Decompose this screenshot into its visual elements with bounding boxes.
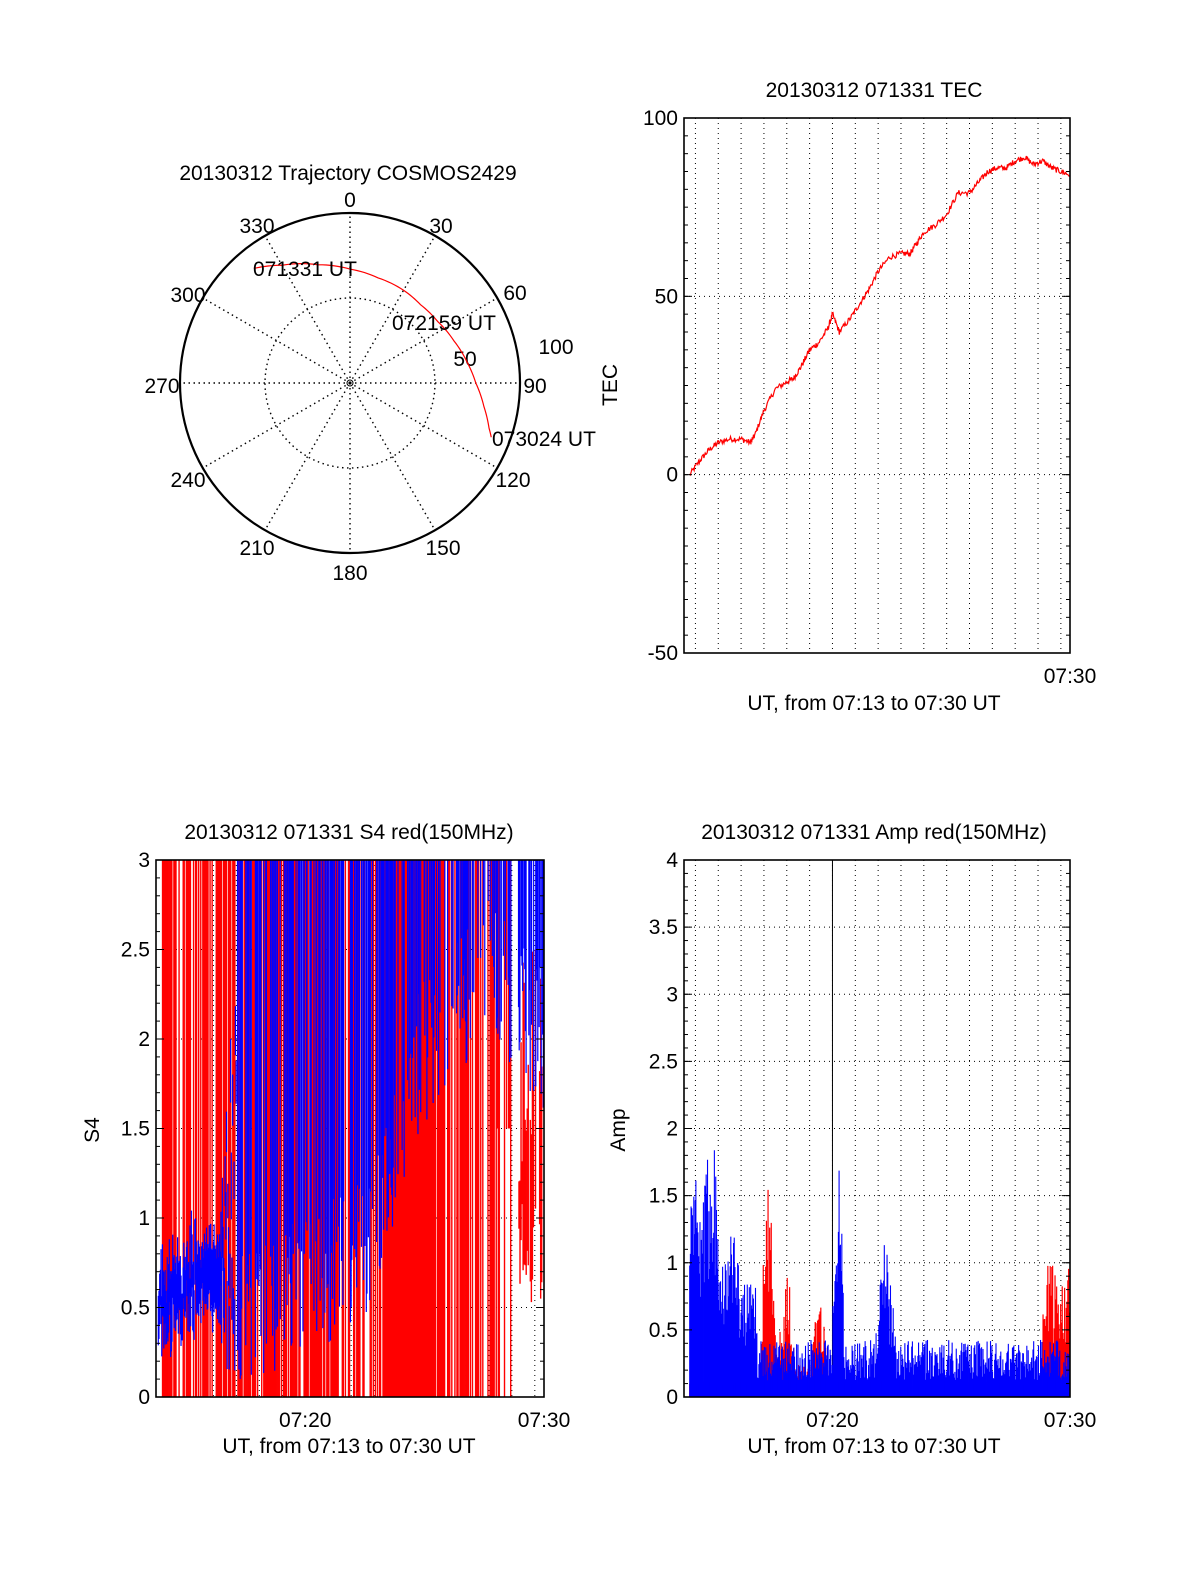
y-tick-label: 3.5 xyxy=(649,916,678,939)
tec-line xyxy=(689,155,1071,477)
tec-xlabel: UT, from 07:13 to 07:30 UT xyxy=(747,692,1000,715)
tec-series xyxy=(689,155,1071,477)
tec-grid xyxy=(684,118,1070,653)
polar-center xyxy=(346,379,354,387)
trajectory-annotations: 071331 UT 072159 UT 073024 UT xyxy=(253,258,596,451)
trajectory-title: 20130312 Trajectory COSMOS2429 xyxy=(179,162,516,185)
azimuth-label: 270 xyxy=(144,375,179,398)
x-tick-label: 07:30 xyxy=(518,1409,571,1432)
tec-title: 20130312 071331 TEC xyxy=(766,79,983,102)
s4-axes: 0 0.5 1 1.5 2 2.5 3 07:20 07:30 xyxy=(121,849,570,1432)
polar-spoke xyxy=(349,382,436,531)
y-tick-label: 4 xyxy=(666,849,678,872)
x-tick-label: 07:30 xyxy=(1044,1409,1097,1432)
s4-chart: 20130312 071331 S4 red(150MHz) 0 0.5 1 1.5 2… xyxy=(81,821,570,1458)
y-tick-label: 2.5 xyxy=(649,1050,678,1073)
amp-series xyxy=(689,1150,1071,1397)
plot-frame xyxy=(683,117,1071,654)
trajectory-polar-plot: 20130312 Trajectory COSMOS2429 0 30 60 90 12… xyxy=(144,162,596,585)
y-tick-label: 100 xyxy=(643,107,678,130)
polar-outer-ring xyxy=(178,211,522,555)
x-tick-label: 07:20 xyxy=(279,1409,332,1432)
azimuth-label: 240 xyxy=(170,469,205,492)
y-tick-label: 2.5 xyxy=(121,939,150,962)
polar-spoke xyxy=(349,382,498,469)
plot-frame xyxy=(155,859,545,1398)
y-tick-label: 1.5 xyxy=(121,1118,150,1141)
s4-series xyxy=(157,860,544,1397)
x-tick-label: 07:30 xyxy=(1044,665,1097,688)
azimuth-label: 120 xyxy=(495,469,530,492)
s4-xlabel: UT, from 07:13 to 07:30 UT xyxy=(222,1435,475,1458)
amp-xlabel: UT, from 07:13 to 07:30 UT xyxy=(747,1435,1000,1458)
azimuth-label: 180 xyxy=(332,562,367,585)
polar-spoke xyxy=(349,235,436,384)
y-tick-label: 2 xyxy=(666,1118,678,1141)
y-tick-label: 50 xyxy=(655,285,678,308)
y-tick-label: 3 xyxy=(138,849,150,872)
azimuth-label: 300 xyxy=(170,284,205,307)
s4-ylabel: S4 xyxy=(81,1117,104,1143)
trajectory-line xyxy=(253,263,492,438)
polar-azimuth-labels: 0 30 60 90 120 150 180 210 240 270 300 330 50 100 xyxy=(144,189,573,585)
polar-ring-50 xyxy=(264,297,436,469)
y-tick-label: 1 xyxy=(138,1207,150,1230)
y-tick-label: 0.5 xyxy=(121,1297,150,1320)
y-tick-label: 1.5 xyxy=(649,1185,678,1208)
azimuth-label: 90 xyxy=(523,375,546,398)
s4-bars xyxy=(157,860,544,1397)
polar-spoke xyxy=(202,382,351,469)
azimuth-label: 0 xyxy=(344,189,356,212)
polar-grid xyxy=(178,211,522,555)
polar-spoke xyxy=(264,382,351,531)
radial-label: 100 xyxy=(538,336,573,359)
trajectory-time-label: 071331 UT xyxy=(253,258,357,281)
trajectory-time-label: 073024 UT xyxy=(492,428,596,451)
y-tick-label: 2 xyxy=(138,1028,150,1051)
trajectory-time-label: 072159 UT xyxy=(392,312,496,335)
azimuth-label: 150 xyxy=(425,537,460,560)
azimuth-label: 30 xyxy=(429,215,452,238)
amp-title: 20130312 071331 Amp red(150MHz) xyxy=(701,821,1047,844)
azimuth-label: 210 xyxy=(239,537,274,560)
y-tick-label: 0 xyxy=(138,1386,150,1409)
plot-frame xyxy=(683,859,1071,1398)
azimuth-label: 330 xyxy=(239,215,274,238)
trajectory-trace xyxy=(253,263,492,438)
polar-spoke xyxy=(349,297,498,384)
y-tick-label: -50 xyxy=(648,642,678,665)
y-tick-label: 0 xyxy=(666,1386,678,1409)
amp-ylabel: Amp xyxy=(607,1108,630,1151)
y-tick-label: 1 xyxy=(666,1252,678,1275)
tec-ylabel: TEC xyxy=(599,364,622,406)
amp-chart: 20130312 071331 Amp red(150MHz) 0 0.5 1 1.5… xyxy=(607,821,1096,1458)
y-tick-label: 3 xyxy=(666,983,678,1006)
y-tick-label: 0.5 xyxy=(649,1319,678,1342)
amp-axes: 0 0.5 1 1.5 2 2.5 3 3.5 4 07:20 07:30 xyxy=(649,849,1096,1432)
x-tick-label: 07:20 xyxy=(806,1409,859,1432)
s4-title: 20130312 071331 S4 red(150MHz) xyxy=(184,821,513,844)
tec-axes: -50 0 50 100 07:30 xyxy=(643,107,1096,688)
radial-label: 50 xyxy=(453,348,476,371)
azimuth-label: 60 xyxy=(503,282,526,305)
y-tick-label: 0 xyxy=(666,464,678,487)
tec-chart: 20130312 071331 TEC -50 0 50 100 07:30 UT, f… xyxy=(599,79,1096,715)
